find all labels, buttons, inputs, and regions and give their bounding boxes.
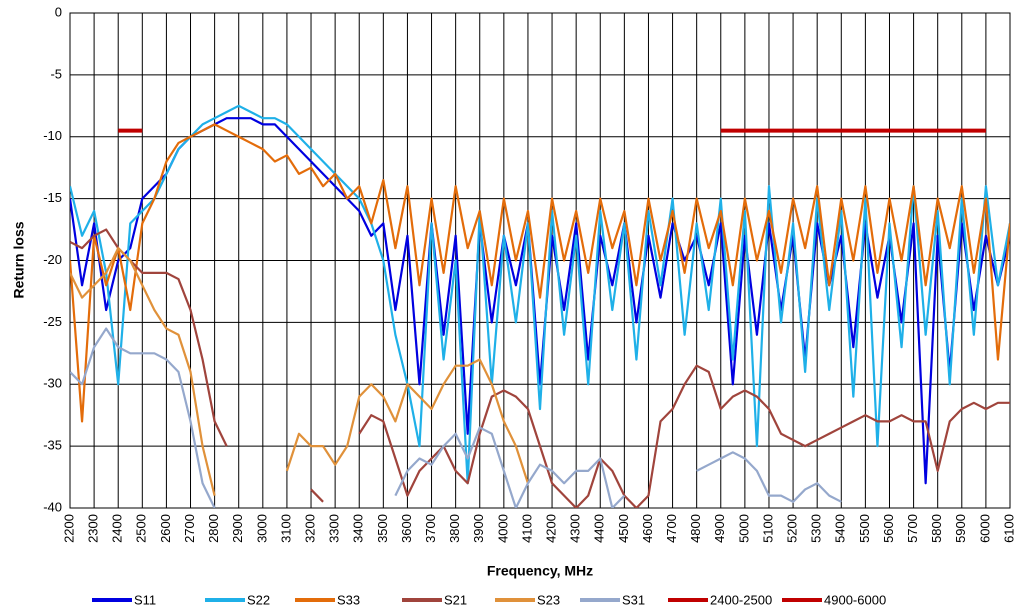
x-tick-label: 3800: [447, 514, 462, 543]
x-tick-label: 6100: [1001, 514, 1016, 543]
x-tick-label: 3400: [351, 514, 366, 543]
x-tick-label: 4800: [688, 514, 703, 543]
x-tick-label: 5600: [881, 514, 896, 543]
y-tick-label: 0: [55, 4, 62, 19]
x-axis-label: Frequency, MHz: [487, 563, 593, 579]
series-line: [70, 327, 842, 508]
x-tick-label: 2600: [158, 514, 173, 543]
legend-label: S11: [134, 592, 156, 607]
x-tick-label: 5300: [809, 514, 824, 543]
series-line: [70, 123, 1010, 423]
legend-label: S21: [444, 592, 467, 607]
x-tick-label: 2500: [134, 514, 149, 543]
x-tick-label: 5200: [785, 514, 800, 543]
x-tick-label: 5800: [929, 514, 944, 543]
x-tick-label: 3100: [278, 514, 293, 543]
legend-label: S22: [247, 592, 270, 607]
x-tick-label: 3700: [423, 514, 438, 543]
x-tick-label: 5000: [736, 514, 751, 543]
y-tick-label: -20: [43, 252, 62, 267]
x-tick-label: 2800: [206, 514, 221, 543]
y-tick-label: -15: [43, 190, 62, 205]
x-tick-label: 5900: [953, 514, 968, 543]
x-tick-label: 3200: [302, 514, 317, 543]
x-tick-label: 6000: [977, 514, 992, 543]
y-tick-label: -25: [43, 314, 62, 329]
series-line: [70, 228, 1010, 508]
x-tick-label: 5500: [857, 514, 872, 543]
x-tick-label: 2200: [61, 514, 76, 543]
x-tick-label: 4200: [543, 514, 558, 543]
legend-label: S33: [337, 592, 360, 607]
y-axis-label: Return loss: [11, 221, 27, 298]
y-tick-label: -40: [43, 499, 62, 514]
y-tick-label: -35: [43, 438, 62, 453]
x-tick-label: 4300: [568, 514, 583, 543]
x-tick-label: 4700: [664, 514, 679, 543]
x-tick-label: 2300: [86, 514, 101, 543]
x-tick-label: 4900: [712, 514, 727, 543]
x-tick-label: 3900: [471, 514, 486, 543]
x-tick-label: 4000: [495, 514, 510, 543]
x-tick-label: 2900: [230, 514, 245, 543]
x-tick-label: 5700: [905, 514, 920, 543]
x-tick-label: 4600: [640, 514, 655, 543]
series-line: [70, 247, 529, 496]
x-tick-label: 3300: [327, 514, 342, 543]
legend-label: S23: [537, 592, 560, 607]
x-tick-label: 2400: [110, 514, 125, 543]
x-tick-label: 4400: [592, 514, 607, 543]
x-tick-label: 3600: [399, 514, 414, 543]
plot-area: [70, 104, 1010, 508]
series-line: [70, 104, 1010, 485]
x-tick-label: 3500: [375, 514, 390, 543]
x-tick-label: 2700: [182, 514, 197, 543]
x-tick-label: 5400: [833, 514, 848, 543]
legend-label: S31: [622, 592, 645, 607]
x-tick-label: 4500: [616, 514, 631, 543]
legend-label: 2400-2500: [710, 592, 772, 607]
y-tick-label: -10: [43, 128, 62, 143]
y-tick-label: -30: [43, 376, 62, 391]
x-tick-label: 5100: [760, 514, 775, 543]
series-line: [70, 117, 1010, 485]
x-tick-label: 3000: [254, 514, 269, 543]
legend-label: 4900-6000: [824, 592, 886, 607]
y-tick-label: -5: [50, 66, 62, 81]
x-tick-label: 4100: [519, 514, 534, 543]
